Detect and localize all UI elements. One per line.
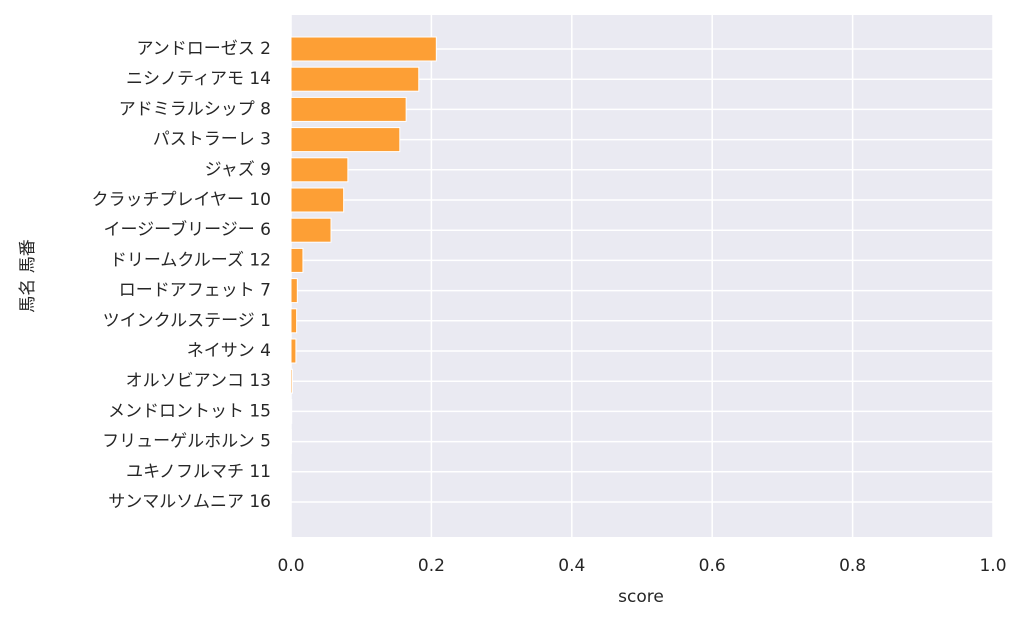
bar xyxy=(291,37,436,61)
x-tick-label: 0.2 xyxy=(418,556,445,576)
bar xyxy=(291,218,331,242)
x-tick-label: 0.0 xyxy=(277,556,304,576)
bar xyxy=(291,188,344,212)
x-tick-label: 1.0 xyxy=(979,556,1006,576)
bar xyxy=(291,279,297,303)
x-tick-label: 0.6 xyxy=(699,556,726,576)
y-tick-label: ジャズ 9 xyxy=(205,160,271,180)
bar xyxy=(291,128,400,152)
y-tick-label: ネイサン 4 xyxy=(187,341,271,361)
bar xyxy=(291,309,297,333)
y-tick-label: オルソビアンコ 13 xyxy=(126,371,271,391)
y-tick-label: ユキノフルマチ 11 xyxy=(126,462,271,482)
y-tick-label: フリューゲルホルン 5 xyxy=(102,432,271,452)
plot-area xyxy=(291,15,993,537)
y-tick-label: イージーブリージー 6 xyxy=(103,219,271,240)
x-tick-label: 0.4 xyxy=(558,556,585,576)
y-tick-label: クラッチプレイヤー 10 xyxy=(91,190,271,210)
y-tick-label: ドリームクルーズ 12 xyxy=(110,250,271,270)
y-tick-label: メンドロントット 15 xyxy=(108,401,271,421)
bar xyxy=(291,97,406,121)
bar xyxy=(291,369,292,393)
y-tick-label: パストラーレ 3 xyxy=(153,130,271,150)
bar xyxy=(291,158,348,182)
bar xyxy=(291,67,419,91)
x-axis-label: score xyxy=(618,587,664,607)
bar xyxy=(291,248,303,272)
bar xyxy=(291,339,296,363)
y-tick-label: サンマルソムニア 16 xyxy=(108,492,271,512)
bar xyxy=(291,399,292,423)
y-tick-label: ニシノティアモ 14 xyxy=(126,69,271,89)
x-tick-label: 0.8 xyxy=(839,556,866,576)
y-tick-label: アドミラルシップ 8 xyxy=(119,99,271,119)
y-tick-label: アンドローゼス 2 xyxy=(136,39,271,59)
y-tick-label: ロードアフェット 7 xyxy=(119,281,271,301)
y-axis-label: 馬名 馬番 xyxy=(18,239,38,312)
y-tick-label: ツインクルステージ 1 xyxy=(103,311,271,331)
